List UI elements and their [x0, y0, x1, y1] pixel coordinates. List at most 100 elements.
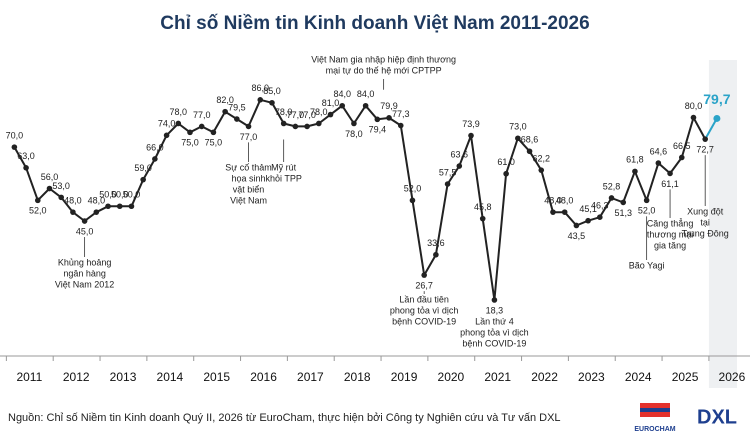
- data-line-highlight: [704, 117, 718, 140]
- annotation: Mỹ rút: [271, 162, 297, 172]
- data-label: 78,0: [170, 107, 188, 117]
- annotation: ngân hàng: [63, 268, 106, 278]
- data-point: [397, 122, 404, 129]
- data-point: [713, 114, 721, 122]
- data-label: 77,0: [193, 110, 211, 120]
- data-label: 77,0: [240, 132, 258, 142]
- x-tick-label: 2025: [672, 370, 699, 384]
- data-label: 59,0: [134, 163, 152, 173]
- data-label: 72,7: [696, 145, 714, 155]
- data-label: 45,1: [579, 204, 597, 214]
- annotation: bệnh COVID-19: [462, 338, 526, 348]
- source-note: Nguồn: Chỉ số Niềm tin Kinh doanh Quý II…: [8, 412, 561, 424]
- annotation: vật biển: [233, 184, 265, 194]
- data-point: [538, 167, 545, 173]
- annotation: phong tỏa vì dịch: [460, 327, 529, 337]
- data-point: [503, 170, 509, 177]
- data-point: [245, 123, 252, 130]
- data-point: [643, 197, 650, 204]
- data-label: 81,0: [322, 98, 340, 108]
- data-point: [81, 218, 88, 224]
- annotation: Căng thẳng: [647, 217, 694, 228]
- data-point: [561, 209, 568, 215]
- x-tick-label: 2024: [625, 370, 652, 384]
- data-point: [526, 148, 533, 155]
- data-label: 75,0: [205, 138, 223, 148]
- data-label: 52,0: [404, 184, 422, 194]
- annotation: thương mại: [647, 229, 693, 239]
- data-label: 61,1: [661, 179, 679, 189]
- data-label: 50,0: [123, 190, 141, 200]
- annotation: Trung Đông: [682, 228, 729, 238]
- data-label: 26,7: [415, 281, 433, 291]
- data-label: 80,0: [685, 101, 703, 111]
- annotation: Khủng hoảng: [58, 257, 112, 267]
- x-tick-label: 2013: [110, 370, 137, 384]
- data-point: [421, 272, 427, 278]
- data-label: 79,4: [369, 125, 387, 135]
- data-label: 74,0: [158, 119, 176, 129]
- annotation: Việt Nam: [230, 195, 267, 205]
- annotation: Lần thứ 4: [475, 316, 514, 326]
- data-point: [351, 120, 357, 127]
- data-label: 64,6: [650, 146, 668, 156]
- annotation: phong tỏa vì dịch: [390, 305, 459, 315]
- data-point: [339, 102, 346, 109]
- data-label: 62,2: [533, 154, 551, 164]
- data-label: 50,0: [111, 190, 129, 200]
- data-point: [655, 160, 662, 166]
- annotation: Việt Nam gia nhập hiệp định thương: [311, 54, 456, 64]
- data-label: 78,0: [275, 107, 293, 117]
- x-tick-label: 2011: [16, 370, 42, 384]
- data-point: [515, 135, 521, 142]
- data-label: 52,0: [29, 206, 47, 216]
- data-point: [198, 123, 205, 130]
- data-point: [187, 129, 193, 136]
- data-label: 86,0: [251, 83, 269, 93]
- data-label: 66,0: [146, 142, 164, 152]
- data-label: 85,0: [263, 86, 281, 96]
- data-label: 50,0: [99, 190, 117, 200]
- logo-dxl: DXL: [697, 406, 737, 428]
- data-point: [11, 144, 18, 150]
- data-point: [93, 209, 100, 215]
- annotation: Sự cố thảm: [225, 162, 272, 172]
- data-point: [116, 203, 123, 210]
- data-point: [456, 163, 463, 169]
- data-label: 68,6: [521, 135, 539, 145]
- data-point: [690, 114, 697, 121]
- data-point: [46, 185, 53, 192]
- data-point: [234, 116, 240, 122]
- data-label: 53,0: [52, 181, 70, 191]
- data-label: 78,0: [310, 107, 328, 117]
- data-label: 52,0: [638, 206, 656, 216]
- data-point: [597, 214, 603, 220]
- x-tick-label: 2017: [297, 370, 324, 384]
- data-point: [175, 120, 182, 127]
- data-label: 48,0: [64, 196, 82, 206]
- annotation: Xung đột: [687, 206, 724, 216]
- data-point: [667, 170, 673, 177]
- data-point: [58, 194, 65, 201]
- chart-title: Chỉ số Niềm tin Kinh doanh Việt Nam 2011…: [160, 13, 589, 34]
- data-point: [140, 176, 146, 183]
- data-point: [327, 111, 334, 118]
- data-label: 77,0: [287, 110, 305, 120]
- x-tick-label: 2026: [719, 370, 746, 384]
- data-point: [608, 195, 615, 201]
- annotation: tại: [700, 217, 710, 227]
- data-point: [304, 123, 310, 130]
- x-tick-label: 2014: [157, 370, 184, 384]
- data-point: [34, 197, 41, 204]
- annotation: mại tự do thế hệ mới CPTPP: [326, 65, 442, 75]
- data-label: 75,0: [181, 138, 199, 148]
- data-point: [550, 209, 556, 215]
- data-label: 48,0: [556, 196, 574, 206]
- data-point: [257, 97, 264, 103]
- data-label: 79,9: [380, 101, 398, 111]
- annotation: bệnh COVID-19: [392, 316, 456, 326]
- data-point: [468, 132, 474, 139]
- data-point: [23, 165, 29, 171]
- data-point: [573, 222, 580, 229]
- data-point: [374, 116, 381, 123]
